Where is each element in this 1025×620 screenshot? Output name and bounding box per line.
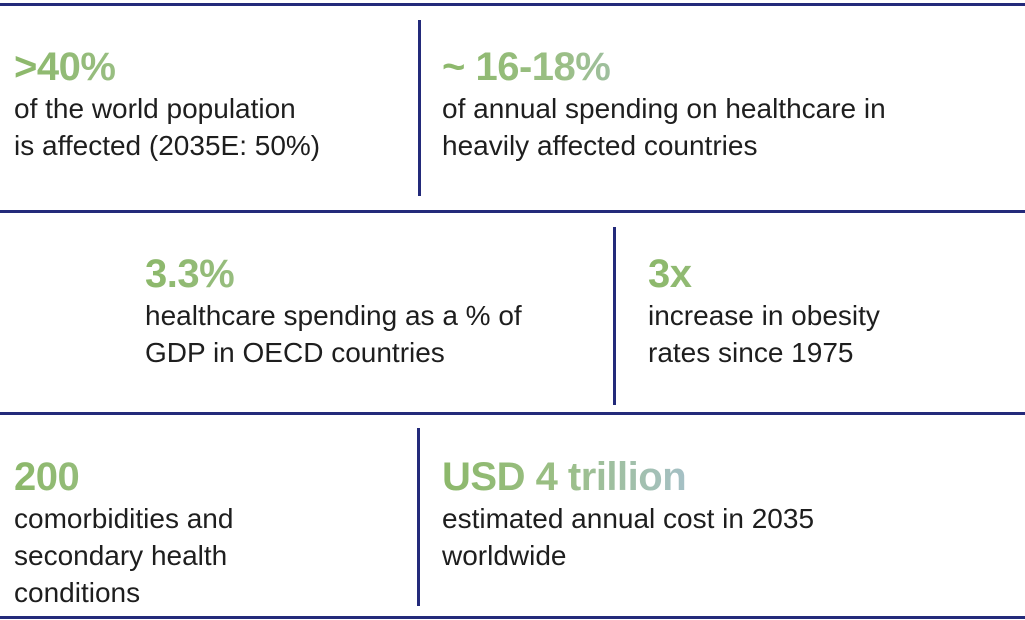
stat-description: secondary health [14,540,228,571]
column-divider [418,20,421,196]
stat-description: heavily affected countries [442,130,758,161]
stat-figure: 3x [648,252,692,296]
stat-block: 3x increase in obesity rates since 1975 [648,251,880,371]
stat-figure: 3.3% [145,252,235,296]
stat-description: is affected (2035E: 50%) [14,130,321,161]
stat-block: >40% of the world population is affected (… [14,44,320,164]
stat-description: of annual spending on healthcare in [442,93,886,124]
divider [0,412,1025,415]
stat-description: healthcare spending as a % of [145,300,522,331]
column-divider [417,428,420,606]
stat-block: ~ 16-18% of annual spending on healthcare… [442,44,886,164]
stat-block: 3.3% healthcare spending as a % of GDP in … [145,251,522,371]
stat-description: of the world population [14,93,296,124]
stat-figure: ~ 16-18% [442,45,611,89]
stat-description: GDP in OECD countries [145,337,445,368]
stat-block: 200 comorbidities and secondary health cond… [14,454,233,611]
divider [0,616,1025,619]
column-divider [613,227,616,405]
stat-description: conditions [14,577,141,608]
divider [0,210,1025,213]
stat-description: rates since 1975 [648,337,854,368]
stat-figure: USD 4 trillion [442,455,687,499]
stat-description: increase in obesity [648,300,880,331]
stat-description: worldwide [442,540,567,571]
stat-figure: >40% [14,45,116,89]
stat-figure: 200 [14,455,80,499]
stat-block: USD 4 trillion estimated annual cost in 2… [442,454,814,574]
divider [0,3,1025,6]
stat-description: estimated annual cost in 2035 [442,503,815,534]
stat-description: comorbidities and [14,503,234,534]
